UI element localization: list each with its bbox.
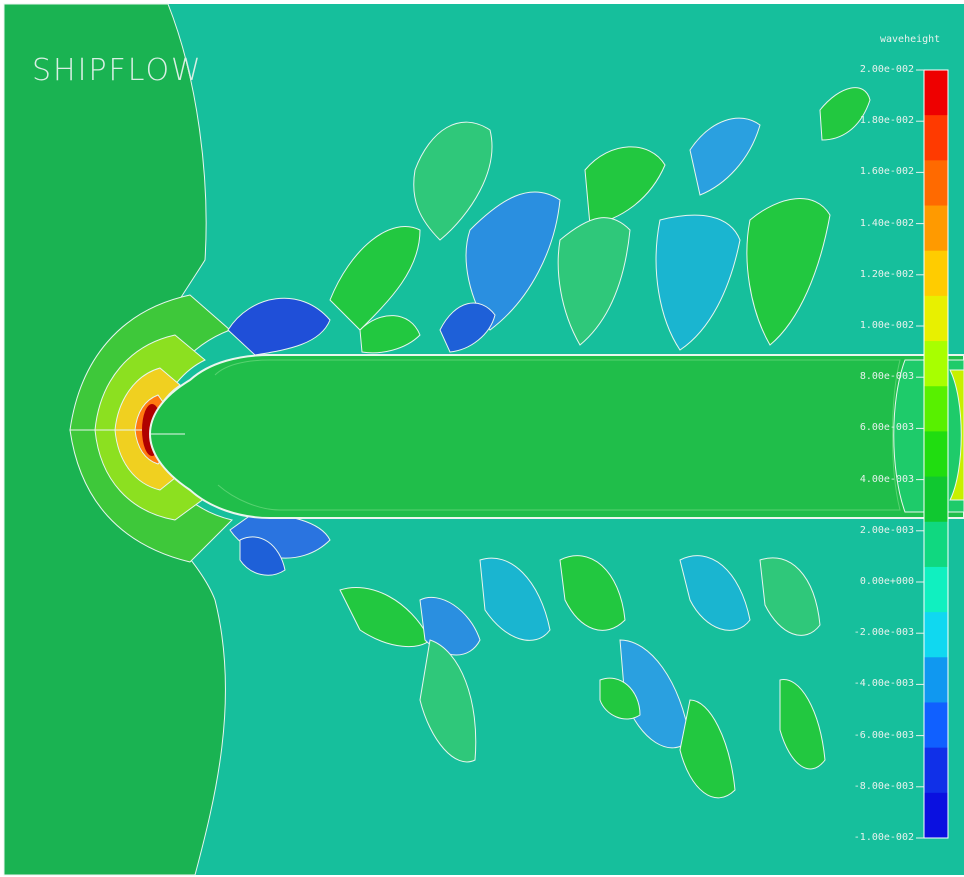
shoulder-trough-upper (227, 297, 331, 356)
colorbar-tick-label: 1.00e-002 (859, 320, 914, 331)
colorbar-segment (924, 115, 948, 161)
wave-crest-upper-5 (746, 198, 831, 346)
colorbar-tick-label: 4.00e-003 (859, 473, 914, 485)
colorbar-tick-label: 1.80e-002 (859, 115, 914, 127)
colorbar-segment (924, 70, 948, 116)
legend-title: waveheight (880, 34, 941, 45)
wave-crest-lower-5 (759, 557, 821, 636)
colorbar-segment (924, 295, 948, 342)
colorbar-segment (924, 747, 948, 794)
colorbar-segment (924, 612, 948, 658)
colorbar-segment (924, 792, 948, 839)
colorbar-segment (924, 566, 948, 613)
hull-highlight (214, 359, 901, 511)
wave-crest-lower-2 (419, 639, 477, 763)
wave-crest-upper-6 (819, 87, 871, 141)
ship-hull (148, 354, 964, 519)
colorbar-tick-label: 1.20e-002 (859, 268, 914, 280)
colorbar-tick-label: -2.00e-003 (853, 627, 914, 639)
colorbar-tick-label: -1.00e-002 (853, 832, 914, 843)
colorbar-tick-label: 2.00e-002 (859, 64, 914, 75)
colorbar-tick-label: -6.00e-003 (853, 729, 914, 741)
colorbar-segment (924, 521, 948, 568)
colorbar-segment (924, 160, 948, 207)
colorbar-segment (924, 341, 948, 387)
colorbar-segment (924, 205, 948, 252)
colorbar-segment (924, 386, 948, 432)
stern-wave-peak (949, 369, 964, 501)
colorbar-segment (924, 476, 948, 523)
colorbar-frame (923, 69, 949, 839)
wave-crest-upper-7 (359, 315, 421, 354)
colorbar-tick-label: 8.00e-003 (859, 371, 914, 383)
wave-trough-upper-3 (655, 214, 741, 351)
wave-trough-lower-4 (679, 555, 751, 631)
wave-trough-lower-2 (479, 557, 551, 641)
wave-crest-upper-2 (413, 121, 493, 241)
colorbar-tick-label: 1.40e-002 (859, 217, 914, 229)
colorbar-tick-label: -8.00e-003 (853, 780, 914, 792)
colorbar (916, 69, 949, 839)
colorbar-segment (924, 657, 948, 703)
colorbar-segment (924, 431, 948, 478)
wave-crest-upper-1 (329, 226, 421, 331)
app-title: SHIPFLOW (32, 53, 203, 88)
colorbar-tick-label: -4.00e-003 (853, 678, 914, 690)
wave-trough-upper-1 (465, 191, 561, 331)
wave-crest-lower-6 (779, 679, 826, 770)
wave-crest-upper-4 (557, 217, 631, 346)
colorbar-segment (924, 250, 948, 297)
wave-crest-lower-3 (559, 555, 626, 631)
wave-crest-lower-7 (599, 677, 641, 720)
wave-crest-lower-4 (679, 699, 736, 799)
colorbar-tick-label: 6.00e-003 (859, 422, 914, 434)
wave-trough-upper-4 (439, 302, 496, 353)
wave-trough-lower-5 (239, 536, 286, 576)
colorbar-tick-label: 1.60e-002 (859, 166, 914, 178)
colorbar-tick-label: 2.00e-003 (859, 524, 914, 536)
colorbar-tick-label: 0.00e+000 (859, 576, 914, 587)
colorbar-segment (924, 702, 948, 749)
wave-trough-upper-2 (689, 117, 761, 196)
